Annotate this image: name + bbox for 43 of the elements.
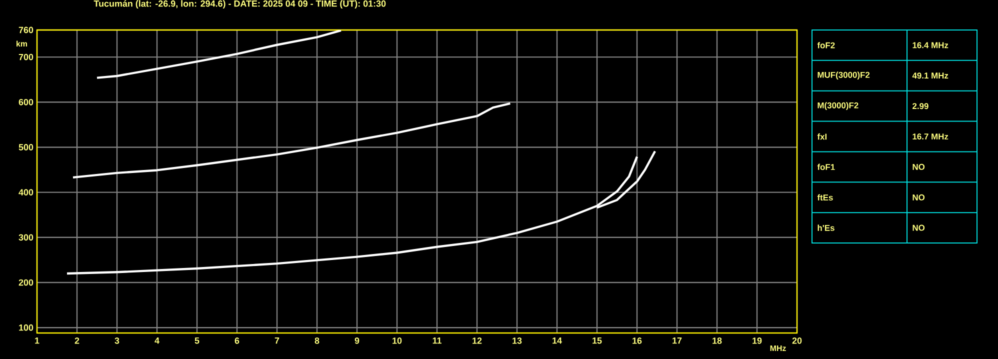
x-tick-label: 18 [712,338,722,344]
chart-title: Tucumán (lat: -26.9, lon: 294.6) - DATE: 2025 04 09 - TIME (UT): 01:30 [94,0,386,9]
x-tick-label: 10 [392,338,402,344]
text: foF2 [817,42,835,48]
x-tick-label: 3 [114,338,120,344]
x-tick-label: 5 [194,338,200,344]
x-tick-label: 20 [792,338,802,344]
y-tick-label: 300 [18,234,34,241]
y-tick-label: 760 [18,26,34,34]
x-tick-label: 1 [35,338,40,344]
x-tick-label: 13 [512,338,522,344]
x-tick-label: 12 [472,338,482,344]
x-tick-label: 14 [552,338,562,344]
text: fxI [817,133,827,140]
text: 16.4 MHz [912,42,948,48]
text: NO [912,194,925,200]
y-tick-label: 400 [18,189,34,196]
text: NO [912,164,925,170]
x-tick-label: 9 [354,338,360,344]
y-tick-label: 600 [18,98,34,106]
text: h'Es [818,224,834,231]
x-tick-label: 19 [752,338,762,344]
y-tick-label: 500 [18,144,34,150]
text: 16.7 MHz [912,134,948,140]
text: ftEs [817,194,833,201]
y-tick-label: 200 [18,279,34,286]
y-tick-label: 700 [18,54,34,60]
y-tick-label: 100 [19,324,34,331]
x-tick-label: 15 [592,338,602,344]
text: 2.99 [912,103,928,110]
text: M(3000)F2 [818,102,858,110]
text: 49.1 MHz [912,72,948,79]
x-tick-label: 4 [154,338,160,344]
x-tick-label: 16 [632,338,642,344]
text: MUF(3000)F2 [818,72,870,80]
x-tick-label: 2 [74,338,80,344]
text: NO [912,224,925,231]
x-tick-label: 11 [432,338,442,344]
text: foF1 [817,164,835,170]
x-tick-label: 6 [234,338,240,344]
x-tick-label: 7 [274,338,280,344]
x-tick-label: 17 [672,338,682,344]
x-tick-label: 8 [314,338,320,344]
